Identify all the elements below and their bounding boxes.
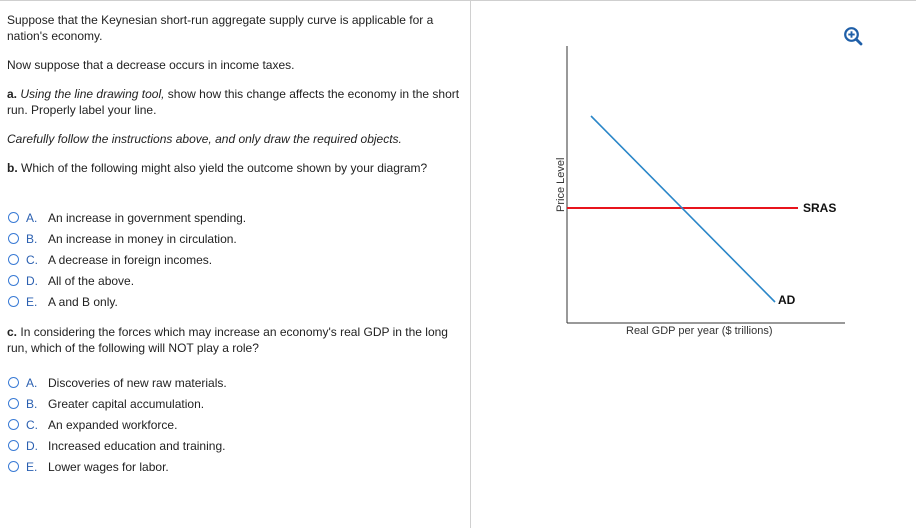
- option-letter: E.: [26, 294, 38, 309]
- option-letter: B.: [26, 396, 38, 411]
- part-b-option-d[interactable]: D. All of the above.: [8, 270, 428, 291]
- option-text: An increase in money in circulation.: [48, 231, 237, 246]
- question-scenario: Now suppose that a decrease occurs in in…: [7, 58, 295, 72]
- part-c-option-b[interactable]: B. Greater capital accumulation.: [8, 393, 428, 414]
- part-c-option-a[interactable]: A. Discoveries of new raw materials.: [8, 372, 428, 393]
- part-b-lead: b.: [7, 161, 18, 175]
- option-letter: B.: [26, 231, 38, 246]
- option-text: An expanded workforce.: [48, 417, 178, 432]
- radio-button[interactable]: [8, 254, 19, 265]
- radio-button[interactable]: [8, 233, 19, 244]
- part-c-text: In considering the forces which may incr…: [7, 325, 448, 355]
- radio-button[interactable]: [8, 296, 19, 307]
- part-a-lead: a.: [7, 87, 18, 101]
- radio-button[interactable]: [8, 440, 19, 451]
- option-text: A and B only.: [48, 294, 118, 309]
- careful-note-text: Carefully follow the instructions above,…: [7, 132, 402, 146]
- part-c-option-c[interactable]: C. An expanded workforce.: [8, 414, 428, 435]
- part-a-instruction-italic: Using the line drawing tool,: [20, 87, 165, 101]
- part-b-option-a[interactable]: A. An increase in government spending.: [8, 207, 428, 228]
- ad-label: AD: [778, 293, 796, 307]
- radio-button[interactable]: [8, 419, 19, 430]
- option-letter: A.: [26, 375, 38, 390]
- question-pane: Suppose that the Keynesian short-run agg…: [0, 1, 470, 528]
- part-c-option-d[interactable]: D. Increased education and training.: [8, 435, 428, 456]
- part-b-options: A. An increase in government spending. B.…: [8, 207, 428, 312]
- option-letter: C.: [26, 252, 38, 267]
- option-letter: D.: [26, 273, 38, 288]
- option-text: Increased education and training.: [48, 438, 226, 453]
- option-letter: E.: [26, 459, 38, 474]
- as-ad-graph[interactable]: Price Level Real GDP per year ($ trillio…: [471, 1, 916, 528]
- option-text: Lower wages for labor.: [48, 459, 169, 474]
- part-b-text: Which of the following might also yield …: [21, 161, 428, 175]
- option-letter: A.: [26, 210, 38, 225]
- option-letter: D.: [26, 438, 38, 453]
- graph-pane: Price Level Real GDP per year ($ trillio…: [471, 1, 916, 528]
- part-c-options: A. Discoveries of new raw materials. B. Gr…: [8, 372, 428, 477]
- sras-label: SRAS: [803, 201, 836, 215]
- part-b-prompt: b. Which of the following might also yie…: [7, 160, 462, 176]
- option-text: An increase in government spending.: [48, 210, 247, 225]
- radio-button[interactable]: [8, 212, 19, 223]
- radio-button[interactable]: [8, 461, 19, 472]
- part-b-option-b[interactable]: B. An increase in money in circulation.: [8, 228, 428, 249]
- question-intro: Suppose that the Keynesian short-run agg…: [7, 13, 434, 43]
- part-b-option-e[interactable]: E. A and B only.: [8, 291, 428, 312]
- part-c-prompt: c. In considering the forces which may i…: [7, 324, 462, 356]
- part-c-lead: c.: [7, 325, 18, 339]
- radio-button[interactable]: [8, 377, 19, 388]
- ad-curve: [590, 115, 776, 303]
- y-axis-title: Price Level: [555, 158, 567, 212]
- option-letter: C.: [26, 417, 38, 432]
- option-text: All of the above.: [48, 273, 135, 288]
- careful-note: Carefully follow the instructions above,…: [7, 131, 462, 147]
- radio-button[interactable]: [8, 398, 19, 409]
- part-a-instruction: show how this change affects the economy…: [7, 87, 460, 117]
- part-b-option-c[interactable]: C. A decrease in foreign incomes.: [8, 249, 428, 270]
- x-axis-title: Real GDP per year ($ trillions): [626, 325, 773, 337]
- option-text: A decrease in foreign incomes.: [48, 252, 213, 267]
- zoom-in-icon[interactable]: [843, 26, 863, 46]
- part-a-prompt: a. Using the line drawing tool, show how…: [7, 86, 462, 118]
- pane-divider: [470, 1, 471, 528]
- option-text: Greater capital accumulation.: [48, 396, 205, 411]
- part-c-option-e[interactable]: E. Lower wages for labor.: [8, 456, 428, 477]
- option-text: Discoveries of new raw materials.: [48, 375, 227, 390]
- radio-button[interactable]: [8, 275, 19, 286]
- top-border: [0, 0, 916, 1]
